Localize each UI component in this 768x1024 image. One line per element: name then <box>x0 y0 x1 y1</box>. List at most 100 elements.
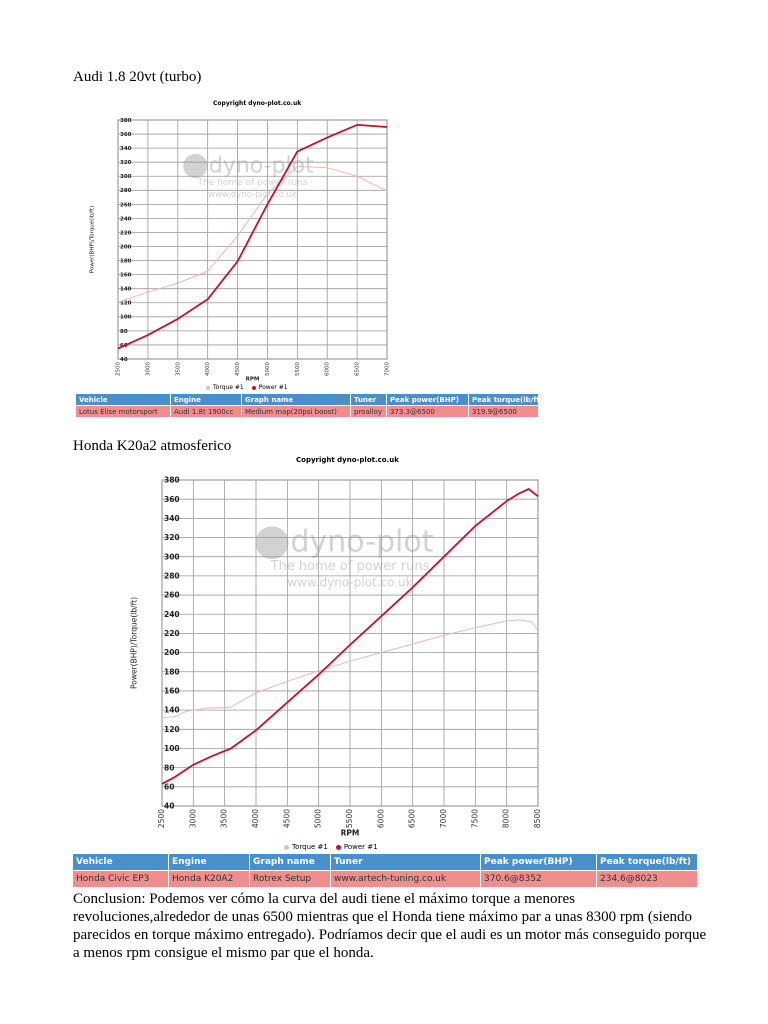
series-line-torque <box>117 165 388 303</box>
y-tick-label: 360 <box>164 495 180 504</box>
x-tick-label: 3000 <box>145 362 151 376</box>
y-tick-label: 280 <box>120 188 132 194</box>
table-cell-peak-torque: 234.6@8023 <box>596 870 698 888</box>
table-header-graph-name: Graph name <box>241 393 351 406</box>
table-header-tuner: Tuner <box>330 853 481 871</box>
x-tick-label: 6000 <box>325 362 331 376</box>
y-tick-label: 60 <box>164 782 174 791</box>
legend-entry-power: Power #1 <box>251 384 288 391</box>
table-header-vehicle: Vehicle <box>72 853 169 871</box>
x-tick-label: 7000 <box>439 809 448 828</box>
legend-entry-torque: Torque #1 <box>284 843 328 851</box>
x-tick-label: 7500 <box>470 809 479 828</box>
legend-label-torque: Torque #1 <box>213 384 244 391</box>
y-tick-label: 360 <box>120 132 132 138</box>
x-tick-label: 4000 <box>251 809 260 828</box>
y-tick-label: 300 <box>120 174 132 180</box>
table-cell-peak-power: 373.3@6500 <box>386 405 469 418</box>
y-tick-label: 320 <box>164 533 180 542</box>
y-tick-label: 140 <box>164 706 180 715</box>
legend-entry-power: Power #1 <box>335 843 378 851</box>
y-tick-label: 200 <box>164 648 180 657</box>
x-axis-label: RPM <box>341 828 360 837</box>
table-header-peak-power: Peak power(BHP) <box>386 393 469 406</box>
watermark-brand: dyno-plot <box>209 154 314 179</box>
section-heading-honda: Honda K20a2 atmosferico <box>73 438 232 454</box>
y-tick-label: 340 <box>164 514 180 523</box>
x-tick-label: 8000 <box>502 809 511 828</box>
y-tick-label: 160 <box>164 687 180 696</box>
x-tick-label: 5000 <box>314 809 323 828</box>
y-axis-label: Power(BHP)/Torque(lb/ft) <box>130 597 139 689</box>
legend-label-power: Power #1 <box>343 843 378 851</box>
chart-copyright-audi: Copyright dyno-plot.co.uk <box>213 100 302 107</box>
table-header-peak-torque: Peak torque(lb/ft) <box>468 393 539 406</box>
series-line-torque <box>161 619 539 719</box>
y-tick-label: 240 <box>120 216 132 222</box>
y-tick-label: 140 <box>120 287 132 293</box>
chart-legend-audi: Torque #1 Power #1 <box>206 384 296 391</box>
y-tick-label: 180 <box>164 667 180 676</box>
table-cell-engine: Honda K20A2 <box>168 870 250 888</box>
watermark-brand: dyno-plot <box>290 525 433 560</box>
run-info-table-audi: Vehicle Engine Graph name Tuner Peak pow… <box>75 393 539 418</box>
x-tick-label: 4000 <box>205 362 211 376</box>
legend-dot-power-icon <box>335 844 341 850</box>
y-tick-label: 120 <box>164 725 180 734</box>
y-tick-label: 280 <box>164 572 180 581</box>
y-tick-label: 260 <box>164 591 180 600</box>
table-cell-tuner[interactable]: www.artech-tuning.co.uk <box>330 870 481 888</box>
x-tick-label: 6000 <box>376 809 385 828</box>
table-cell-engine: Audi 1.8t 1900cc <box>170 405 242 418</box>
y-tick-label: 260 <box>120 202 132 208</box>
y-tick-label: 180 <box>120 259 132 265</box>
table-cell-vehicle: Honda Civic EP3 <box>72 870 169 888</box>
x-tick-label: 8500 <box>533 809 542 828</box>
series-line-power <box>161 488 539 785</box>
y-tick-label: 380 <box>120 118 132 124</box>
y-tick-label: 100 <box>164 744 180 753</box>
conclusion-paragraph: Conclusion: Podemos ver cómo la curva de… <box>73 891 707 961</box>
y-tick-label: 40 <box>164 802 174 811</box>
y-tick-label: 100 <box>120 315 132 321</box>
watermark-tagline: The home of power runs <box>197 178 308 188</box>
x-tick-label: 4500 <box>235 362 241 376</box>
y-tick-label: 220 <box>164 629 180 638</box>
y-tick-label: 40 <box>120 357 128 363</box>
x-tick-label: 3500 <box>175 362 181 376</box>
y-tick-label: 320 <box>120 160 132 166</box>
plot-area <box>117 119 388 360</box>
y-axis-label: Power(BHP)/Torque(lb/ft) <box>90 206 96 273</box>
x-tick-label: 6500 <box>408 809 417 828</box>
legend-label-power: Power #1 <box>258 384 288 391</box>
x-tick-label: 3000 <box>188 809 197 828</box>
chart-copyright-honda: Copyright dyno-plot.co.uk <box>296 456 399 464</box>
table-cell-graph-name: Rotrex Setup <box>249 870 331 888</box>
table-header-peak-torque: Peak torque(lb/ft) <box>596 853 698 871</box>
x-tick-label: 7000 <box>385 362 391 376</box>
x-tick-label: 5500 <box>345 809 354 828</box>
y-tick-label: 160 <box>120 273 132 279</box>
table-cell-graph-name: Medium map(20psi boost) <box>241 405 351 418</box>
y-tick-label: 220 <box>120 230 132 236</box>
x-tick-label: 5000 <box>265 362 271 376</box>
table-cell-peak-power: 370.6@8352 <box>480 870 597 888</box>
legend-label-torque: Torque #1 <box>292 843 328 851</box>
series-line-power <box>117 123 388 350</box>
table-header-tuner: Tuner <box>350 393 387 406</box>
watermark-logo-icon <box>183 153 208 179</box>
watermark-url: www.dyno-plot.co.uk <box>208 190 297 200</box>
legend-dot-torque-icon <box>284 844 289 850</box>
table-header-peak-power: Peak power(BHP) <box>480 853 597 871</box>
table-header-engine: Engine <box>168 853 250 871</box>
run-info-table-honda: Vehicle Engine Graph name Tuner Peak pow… <box>72 853 698 888</box>
x-tick-label: 2500 <box>157 809 166 828</box>
y-tick-label: 380 <box>164 476 180 485</box>
x-tick-label: 4500 <box>282 809 291 828</box>
table-cell-peak-torque: 319.9@6500 <box>468 405 539 418</box>
table-header-engine: Engine <box>170 393 242 406</box>
watermark-logo-icon <box>255 526 289 560</box>
x-tick-label: 6500 <box>355 362 361 376</box>
x-tick-label: 5500 <box>295 362 301 376</box>
